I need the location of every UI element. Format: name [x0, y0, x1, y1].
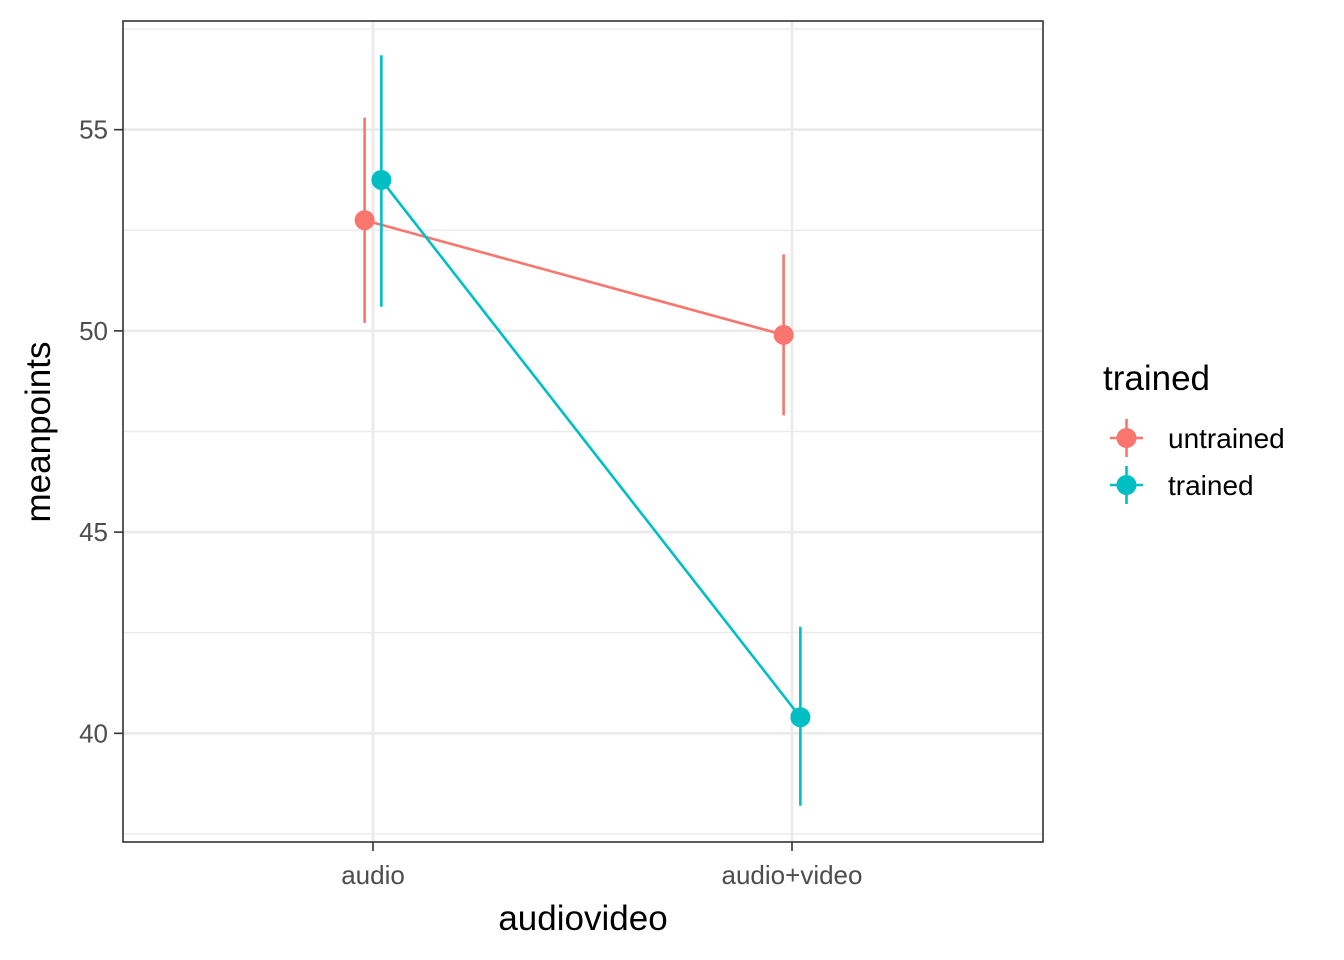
series-line	[380, 179, 802, 719]
grid-minor	[123, 28, 1043, 835]
y-tick-label: 55	[79, 115, 108, 145]
legend-title: trained	[1103, 359, 1210, 398]
y-tick-label: 45	[79, 517, 108, 547]
legend-label: untrained	[1168, 423, 1285, 454]
data-point	[354, 210, 375, 231]
series-layer	[354, 55, 811, 806]
x-axis: audio audio+video	[341, 842, 862, 890]
data-point	[773, 324, 794, 345]
legend-label: trained	[1168, 470, 1254, 501]
series-line	[364, 218, 784, 337]
y-axis: 40 45 50 55	[79, 115, 123, 748]
y-axis-title: meanpoints	[19, 342, 58, 523]
legend-point	[1116, 475, 1137, 495]
series-trained	[371, 55, 811, 806]
x-tick-label: audio+video	[722, 860, 863, 890]
data-point	[790, 707, 811, 728]
x-tick-label: audio	[341, 860, 405, 890]
plot-panel-border	[122, 20, 1044, 843]
legend-item-trained: trained	[1110, 466, 1254, 504]
data-point	[371, 169, 392, 190]
y-tick-label: 40	[79, 718, 108, 748]
x-axis-title: audiovideo	[498, 899, 667, 938]
y-tick-label: 50	[79, 316, 108, 346]
legend: untrained trained	[1110, 419, 1285, 504]
legend-point	[1116, 428, 1137, 448]
series-untrained	[354, 117, 794, 416]
legend-item-untrained: untrained	[1110, 419, 1285, 457]
